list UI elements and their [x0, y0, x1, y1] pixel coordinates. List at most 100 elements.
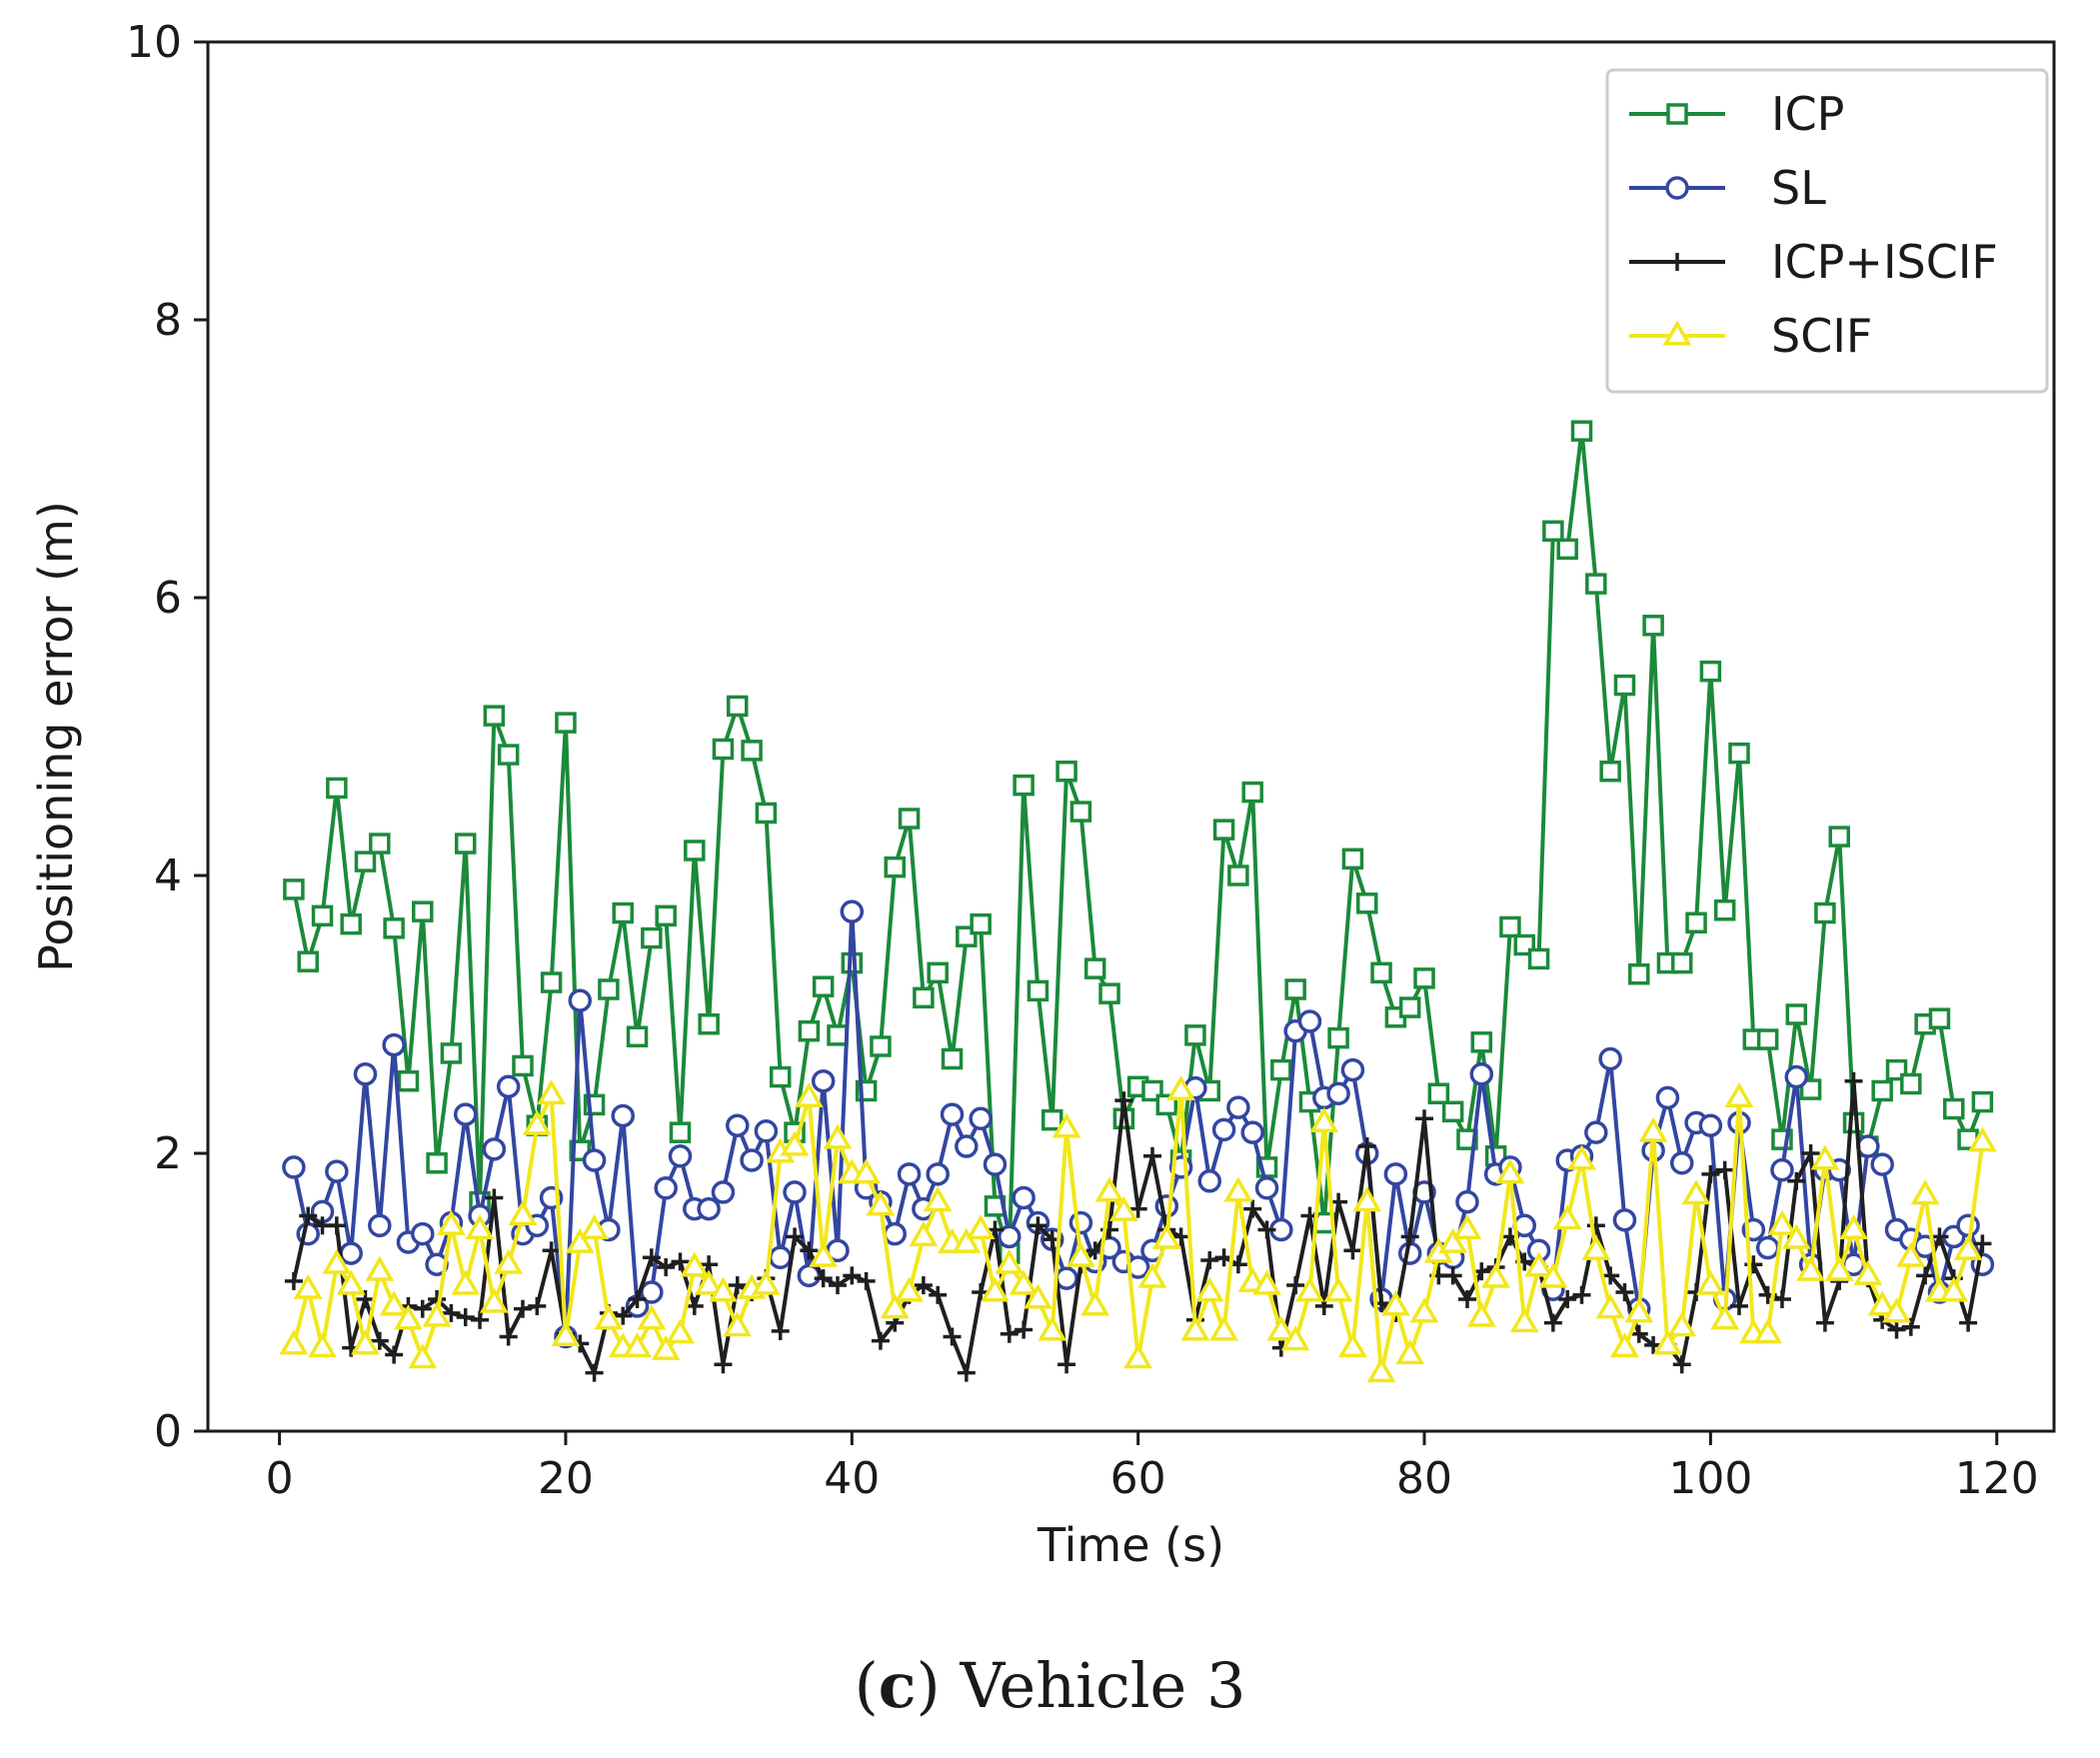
data-point-sl: [797, 1263, 822, 1288]
data-point-icp: [383, 917, 405, 939]
data-point-icp: [1871, 1079, 1893, 1102]
data-point-icp-iscif: [1844, 1071, 1863, 1090]
data-point-icp-iscif: [499, 1327, 518, 1346]
data-point-icp: [641, 926, 663, 949]
data-point-icp: [1355, 892, 1378, 914]
data-point-scif: [1223, 1176, 1253, 1202]
data-point-scif: [1466, 1301, 1496, 1327]
data-point-icp-iscif: [1959, 1313, 1978, 1332]
data-point-sl: [740, 1148, 764, 1172]
data-point-icp-iscif: [1730, 1296, 1749, 1315]
data-point-scif: [1967, 1126, 1997, 1152]
data-point-scif: [1695, 1269, 1725, 1295]
data-point-sl: [1784, 1064, 1809, 1089]
y-tick-label: 2: [154, 1128, 182, 1179]
data-point-scif: [1767, 1209, 1797, 1235]
caption-paren-open: (: [854, 1649, 879, 1722]
data-point-sl: [568, 988, 593, 1012]
data-point-scif: [1853, 1259, 1883, 1285]
data-point-icp: [612, 901, 634, 924]
data-point-icp: [454, 833, 477, 855]
data-point-scif: [1151, 1223, 1181, 1249]
data-point-scif: [1509, 1307, 1539, 1333]
data-point-icp: [970, 912, 992, 935]
data-point-icp: [1728, 742, 1750, 765]
data-point-icp: [369, 833, 391, 855]
data-point-icp-iscif: [1457, 1289, 1476, 1308]
data-point-scif: [1896, 1241, 1926, 1267]
data-point-scif: [293, 1273, 323, 1299]
data-point-icp-iscif: [1901, 1317, 1920, 1336]
data-point-sl: [368, 1213, 392, 1238]
data-point-icp-iscif: [786, 1227, 805, 1246]
data-point-icp: [755, 802, 778, 825]
data-point-icp-iscif: [513, 1299, 532, 1318]
y-axis-label: Positioning error (m): [29, 501, 83, 972]
data-point-icp: [555, 712, 577, 734]
data-point-icp-iscif: [1314, 1296, 1333, 1315]
data-point-scif: [451, 1269, 481, 1295]
data-point-icp-iscif: [299, 1206, 318, 1225]
data-point-icp-iscif: [1142, 1146, 1161, 1165]
data-point-icp: [626, 1025, 649, 1047]
data-point-icp: [512, 1054, 534, 1077]
data-point-icp-iscif: [814, 1269, 833, 1288]
data-point-scif: [1280, 1325, 1310, 1351]
legend-item-icp: ICP: [1629, 87, 1844, 141]
legend-marker-sl: [1665, 176, 1689, 200]
data-point-scif: [365, 1255, 395, 1281]
data-point-icp-iscif: [828, 1276, 847, 1295]
data-point-icp-iscif: [1543, 1313, 1562, 1332]
data-point-scif: [1939, 1276, 1969, 1302]
data-point-icp-iscif: [929, 1285, 948, 1304]
data-point-icp-iscif: [442, 1303, 461, 1322]
data-point-scif: [1065, 1241, 1095, 1267]
data-point-icp: [1013, 774, 1035, 797]
data-point-scif: [1295, 1276, 1324, 1302]
data-point-sl: [1584, 1120, 1608, 1144]
data-point-scif: [1652, 1329, 1682, 1355]
data-point-icp-iscif: [1586, 1216, 1605, 1235]
data-point-sl: [897, 1162, 922, 1186]
data-point-icp: [1713, 899, 1736, 921]
data-point-icp: [1184, 1024, 1206, 1046]
data-point-sl: [811, 1068, 836, 1093]
data-point-scif: [1867, 1290, 1897, 1316]
data-point-icp-iscif: [1171, 1227, 1190, 1246]
data-point-sl: [1068, 1210, 1093, 1235]
data-point-sl: [382, 1032, 406, 1057]
data-point-icp: [1212, 819, 1235, 841]
data-point-icp-iscif: [800, 1241, 819, 1260]
data-point-scif: [1123, 1343, 1153, 1369]
data-point-icp-iscif: [1930, 1227, 1949, 1246]
data-point-icp: [1098, 982, 1120, 1004]
data-point-icp-iscif: [1672, 1355, 1691, 1374]
data-point-sl: [1755, 1235, 1780, 1260]
data-point-sl: [711, 1180, 736, 1204]
data-point-icp: [1083, 957, 1106, 979]
data-point-icp-iscif: [370, 1331, 389, 1350]
data-point-sl: [1340, 1057, 1365, 1082]
data-point-icp: [1542, 520, 1564, 543]
data-point-sl: [768, 1245, 793, 1269]
data-point-icp-iscif: [1114, 1091, 1133, 1110]
data-point-icp: [684, 840, 706, 862]
data-point-sl: [1197, 1169, 1221, 1193]
data-point-scif: [1681, 1179, 1711, 1205]
data-point-icp-iscif: [657, 1257, 676, 1276]
data-point-sl: [1469, 1062, 1494, 1086]
data-point-scif: [565, 1227, 595, 1253]
data-point-sl: [1012, 1185, 1036, 1210]
data-point-sl: [668, 1144, 693, 1168]
data-point-scif: [551, 1320, 581, 1347]
data-point-icp: [1499, 915, 1521, 938]
legend-label-scif: SCIF: [1771, 309, 1872, 363]
data-point-sl: [726, 1113, 750, 1137]
data-point-scif: [623, 1332, 652, 1358]
data-point-scif: [479, 1287, 509, 1313]
data-point-scif: [1595, 1293, 1625, 1319]
data-point-icp-iscif: [671, 1252, 690, 1271]
data-point-scif: [1108, 1195, 1138, 1221]
x-tick-label: 20: [538, 1453, 594, 1504]
data-point-sl: [482, 1137, 507, 1161]
